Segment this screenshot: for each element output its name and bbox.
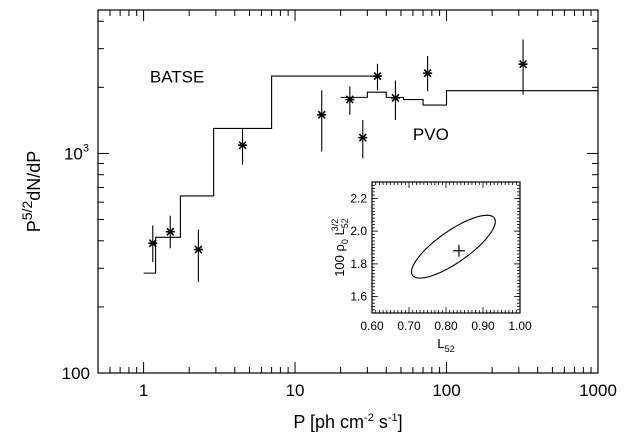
y-axis-title-base: P bbox=[24, 220, 44, 232]
asterisk-marker bbox=[165, 227, 175, 236]
x-tick-label: 1 bbox=[139, 381, 148, 400]
y-axis-title: P5/2dN/dP bbox=[19, 151, 44, 233]
asterisk-marker bbox=[390, 93, 400, 103]
y-tick-label-base: 10 bbox=[64, 144, 83, 163]
y-axis-title-rest: dN/dP bbox=[24, 151, 44, 201]
x-axis-title-sup2: -1 bbox=[388, 412, 398, 424]
pvo-step-line bbox=[340, 90, 598, 106]
data-point bbox=[345, 86, 355, 115]
asterisk-marker bbox=[238, 141, 248, 150]
x-axis-title-end: ] bbox=[398, 412, 403, 432]
main-plot-frame bbox=[97, 9, 599, 374]
inset-x-title-sub: 52 bbox=[445, 344, 455, 354]
inset-y-tick-label: 1.6 bbox=[350, 290, 367, 304]
y-tick-label: 100 bbox=[62, 364, 90, 383]
inset-x-tick-label: 0.70 bbox=[397, 319, 421, 333]
inset-background bbox=[372, 182, 520, 313]
data-point bbox=[317, 90, 327, 152]
confidence-contour bbox=[410, 214, 496, 279]
x-axis-title-sup1: -2 bbox=[364, 412, 374, 424]
inset-y-title-pre: 100 bbox=[332, 251, 347, 276]
data-point bbox=[238, 128, 248, 165]
data-point bbox=[165, 215, 175, 249]
x-tick-label: 100 bbox=[432, 381, 460, 400]
data-point bbox=[148, 225, 158, 263]
data-points bbox=[148, 39, 528, 282]
data-point bbox=[358, 119, 368, 159]
inset-y-title-mid: L bbox=[332, 228, 347, 239]
inset-y-axis-title: 100 ρ0 L523/2 bbox=[330, 218, 350, 277]
model-histograms bbox=[143, 75, 598, 274]
data-point bbox=[390, 80, 400, 120]
inset-frame bbox=[371, 181, 521, 314]
x-axis-title-base: P [ph cm bbox=[293, 412, 364, 432]
asterisk-marker bbox=[518, 60, 528, 69]
asterisk-marker bbox=[317, 110, 327, 119]
inset-y-title-sub: 52 bbox=[340, 218, 350, 228]
inset-y-title-rhosub: 0 bbox=[340, 239, 350, 244]
y-tick-labels: 100 103 bbox=[62, 142, 90, 383]
inset-y-tick-label: 2.2 bbox=[350, 191, 367, 205]
inset-y-title-sup: 3/2 bbox=[330, 219, 340, 232]
x-tick-labels: 1 10 100 1000 bbox=[139, 381, 617, 400]
data-point bbox=[518, 39, 528, 95]
inset-x-tick-label: 0.80 bbox=[434, 319, 458, 333]
asterisk-marker bbox=[423, 69, 433, 78]
y-tick-label-sup: 3 bbox=[83, 142, 89, 154]
inset-x-tick-label: 1.00 bbox=[508, 319, 532, 333]
pvo-annotation: PVO bbox=[413, 125, 449, 144]
batse-annotation: BATSE bbox=[150, 68, 204, 87]
y-tick-label: 103 bbox=[64, 142, 89, 163]
data-point bbox=[193, 229, 203, 282]
inset-y-tick-labels: 1.6 1.8 2.0 2.2 bbox=[350, 191, 367, 303]
x-axis-title: P [ph cm-2 s-1] bbox=[293, 412, 402, 432]
asterisk-marker bbox=[193, 245, 203, 254]
inset-plot: 0.60 0.70 0.80 0.90 1.00 1.61.82.02.2 L52 10… bbox=[330, 181, 532, 354]
inset-y-title-rho: ρ bbox=[332, 244, 347, 251]
x-tick-label: 10 bbox=[286, 381, 305, 400]
y-axis-title-sup: 5/2 bbox=[19, 201, 35, 221]
inset-y-tick-label: 2.0 bbox=[350, 224, 367, 238]
batse-step-line bbox=[143, 75, 378, 274]
inset-x-tick-label: 0.60 bbox=[360, 319, 384, 333]
inset-x-tick-label: 0.90 bbox=[471, 319, 495, 333]
asterisk-marker bbox=[358, 133, 368, 142]
x-tick-label: 1000 bbox=[579, 381, 617, 400]
data-point bbox=[372, 63, 382, 91]
inset-x-tick-labels: 0.60 0.70 0.80 0.90 1.00 bbox=[360, 319, 532, 333]
inset-x-axis-title: L52 bbox=[437, 336, 454, 354]
best-fit-marker bbox=[452, 244, 465, 257]
asterisk-marker bbox=[148, 239, 158, 248]
inset-x-title-base: L bbox=[437, 336, 444, 351]
asterisk-marker bbox=[372, 71, 382, 81]
data-point bbox=[423, 55, 433, 92]
x-axis-title-mid: s bbox=[374, 412, 388, 432]
asterisk-marker bbox=[345, 95, 355, 104]
main-axis-ticks bbox=[97, 10, 599, 374]
inset-y-tick-label: 1.8 bbox=[350, 257, 367, 271]
